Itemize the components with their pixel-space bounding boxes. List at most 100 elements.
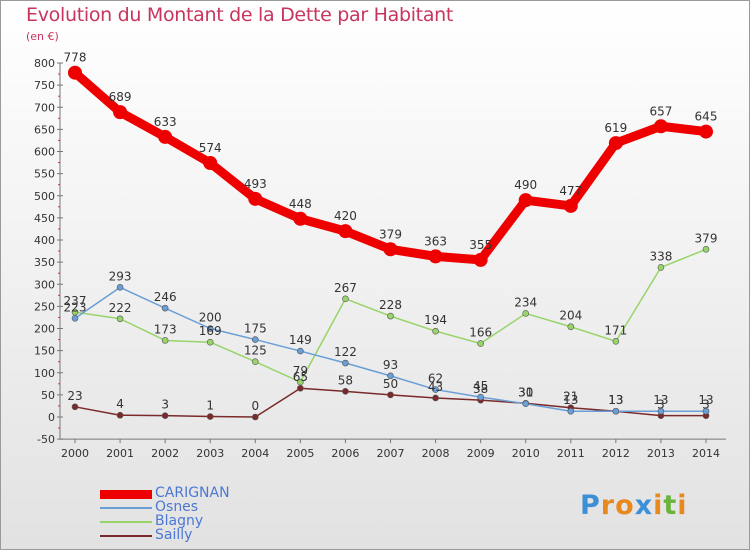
data-point-sailly — [342, 388, 349, 395]
data-point-blagny — [702, 245, 710, 253]
legend-swatch — [100, 521, 152, 523]
y-tick-label: 400 — [34, 234, 55, 247]
data-label-blagny: 169 — [199, 324, 222, 338]
x-tick-label: 2001 — [106, 447, 134, 460]
data-point-osnes — [161, 304, 169, 312]
data-point-osnes — [297, 347, 304, 355]
data-label-blagny: 338 — [649, 249, 672, 263]
data-label-sailly: 65 — [293, 370, 308, 384]
data-label-carignan: 619 — [604, 121, 627, 135]
data-label-carignan: 657 — [649, 104, 672, 118]
data-point-blagny — [432, 327, 439, 335]
y-tick-label: 600 — [34, 146, 55, 159]
data-point-carignan — [293, 211, 308, 226]
data-point-carignan — [563, 198, 578, 213]
data-point-blagny — [161, 337, 169, 344]
y-tick-label: 700 — [34, 101, 55, 114]
logo-letter: i — [677, 490, 688, 521]
x-tick-label: 2008 — [422, 447, 450, 460]
data-point-blagny — [522, 310, 530, 317]
data-point-osnes — [342, 359, 349, 367]
logo-letter: o — [615, 490, 635, 521]
x-tick-label: 2009 — [467, 447, 495, 460]
x-tick-label: 2003 — [196, 447, 224, 460]
data-label-osnes: 93 — [383, 358, 398, 372]
chart-legend: CARIGNAN Osnes Blagny Sailly — [100, 485, 300, 543]
y-tick-label: 100 — [34, 367, 55, 380]
data-point-sailly — [251, 413, 259, 421]
data-label-carignan: 493 — [244, 177, 267, 191]
x-tick-label: 2000 — [61, 447, 89, 460]
data-label-carignan: 778 — [64, 51, 87, 65]
legend-label: Osnes — [155, 499, 199, 515]
data-label-carignan: 689 — [109, 90, 132, 104]
data-label-osnes: 200 — [199, 311, 222, 325]
data-label-carignan: 379 — [379, 227, 402, 241]
data-label-sailly: 13 — [608, 393, 623, 407]
data-point-osnes — [206, 325, 214, 332]
data-point-blagny — [477, 340, 484, 347]
x-tick-label: 2006 — [331, 447, 359, 460]
x-tick-label: 2012 — [602, 447, 630, 460]
data-label-osnes: 246 — [154, 290, 177, 304]
y-tick-label: 650 — [34, 123, 55, 136]
data-label-carignan: 420 — [334, 209, 357, 223]
legend-swatch — [100, 535, 152, 537]
data-point-carignan — [608, 136, 623, 151]
data-point-blagny — [387, 312, 394, 320]
data-label-blagny: 125 — [244, 344, 267, 358]
y-tick-label: 500 — [34, 190, 55, 203]
data-label-sailly: 0 — [251, 399, 259, 413]
logo-letter: x — [634, 490, 654, 521]
data-point-sailly — [387, 391, 394, 399]
data-point-osnes — [702, 407, 710, 415]
y-tick-label: 800 — [34, 57, 55, 70]
legend-item-blagny: Blagny — [100, 513, 300, 529]
data-label-osnes: 13 — [653, 393, 668, 407]
data-point-osnes — [251, 336, 259, 343]
data-point-carignan — [113, 105, 128, 120]
logo-letter: P — [580, 490, 601, 521]
data-label-blagny: 166 — [469, 326, 492, 340]
data-point-sailly — [206, 413, 214, 420]
data-point-blagny — [297, 378, 304, 386]
data-point-blagny — [657, 264, 665, 271]
data-point-carignan — [653, 119, 668, 134]
data-label-osnes: 13 — [608, 393, 623, 407]
x-tick-label: 2002 — [151, 447, 179, 460]
legend-item-osnes: Osnes — [100, 499, 300, 515]
data-point-blagny — [567, 323, 575, 331]
data-point-osnes — [657, 407, 665, 415]
data-label-sailly: 1 — [206, 399, 214, 413]
data-label-osnes: 62 — [428, 372, 443, 386]
data-label-blagny: 173 — [154, 322, 177, 336]
data-label-carignan: 448 — [289, 197, 312, 211]
legend-label: Sailly — [155, 527, 193, 543]
data-point-carignan — [68, 65, 82, 80]
data-label-blagny: 379 — [695, 231, 718, 245]
data-point-osnes — [612, 407, 620, 415]
data-label-osnes: 122 — [334, 345, 357, 359]
y-tick-label: 450 — [34, 212, 55, 225]
data-point-carignan — [338, 224, 353, 239]
data-point-sailly — [161, 412, 169, 419]
legend-label: Blagny — [155, 513, 204, 529]
data-point-osnes — [71, 315, 79, 322]
data-label-osnes: 30 — [518, 386, 533, 400]
data-label-blagny: 228 — [379, 298, 402, 312]
data-label-osnes: 293 — [109, 269, 132, 283]
data-point-carignan — [248, 191, 263, 206]
data-point-osnes — [387, 372, 394, 380]
y-tick-label: -50 — [37, 433, 55, 446]
data-label-sailly: 4 — [116, 397, 124, 411]
data-label-sailly: 3 — [657, 398, 665, 412]
x-tick-label: 2013 — [647, 447, 675, 460]
legend-item-carignan: CARIGNAN — [100, 485, 300, 501]
data-point-osnes — [116, 284, 124, 291]
x-tick-label: 2011 — [557, 447, 585, 460]
y-tick-label: 0 — [48, 411, 55, 424]
y-tick-label: 200 — [34, 323, 55, 336]
logo-letter: r — [600, 490, 616, 521]
data-label-blagny: 237 — [64, 294, 87, 308]
